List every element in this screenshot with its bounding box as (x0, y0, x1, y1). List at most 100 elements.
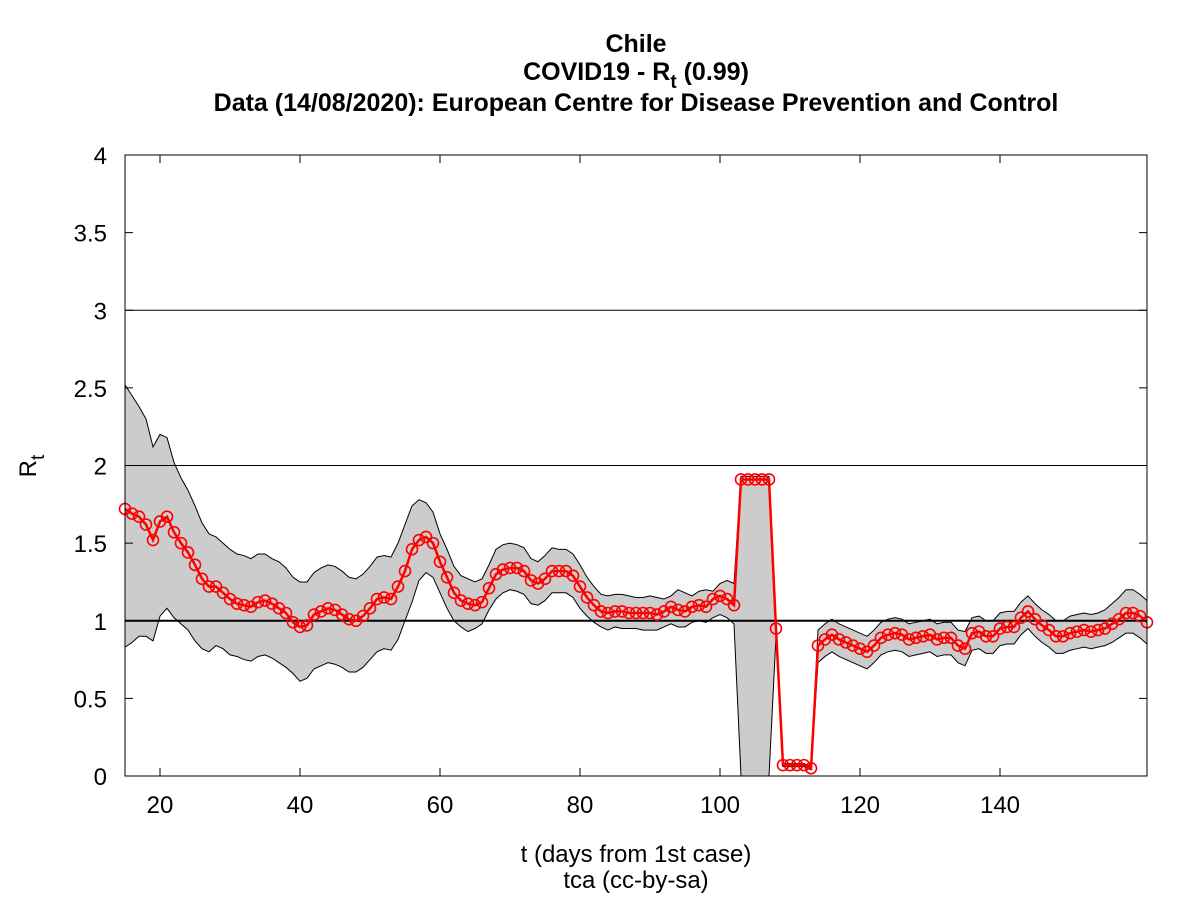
data-point (1112, 612, 1126, 626)
data-point (846, 639, 860, 652)
data-point (524, 574, 538, 587)
data-point (1063, 626, 1077, 640)
data-point (762, 473, 776, 486)
data-point (671, 603, 685, 617)
x-tick-label: 100 (700, 792, 740, 819)
data-point (370, 592, 384, 606)
chart-title: Chile (605, 30, 666, 58)
data-point (1133, 609, 1147, 623)
data-point (566, 569, 580, 583)
data-point (440, 570, 454, 584)
data-point (307, 608, 321, 621)
data-point (755, 473, 769, 486)
data-point (391, 580, 405, 593)
data-point (979, 629, 993, 643)
data-point (503, 561, 517, 575)
data-point (216, 586, 230, 600)
data-point (251, 595, 265, 609)
data-point (363, 602, 377, 615)
data-point (1056, 629, 1070, 643)
y-tick-label: 1.5 (74, 531, 107, 558)
data-point (797, 758, 811, 772)
confidence-band (125, 384, 1147, 776)
y-tick-label: 2 (94, 454, 107, 481)
data-point (636, 606, 650, 620)
data-point (482, 581, 496, 595)
data-point (342, 612, 356, 626)
data-point (916, 629, 930, 643)
data-point (629, 606, 643, 620)
data-point (545, 564, 559, 578)
data-point (839, 636, 853, 649)
credit: tca (cc-by-sa) (563, 867, 708, 894)
data-point (608, 605, 622, 618)
data-point (601, 606, 615, 620)
data-point (860, 645, 874, 659)
data-point (937, 631, 951, 645)
data-point (986, 629, 1000, 643)
data-point (783, 758, 797, 772)
data-point (552, 564, 566, 578)
data-point (874, 631, 888, 645)
band-upper-edge (124, 384, 1148, 768)
data-point (699, 600, 713, 614)
y-tick-label: 4 (94, 143, 107, 170)
data-point (622, 606, 636, 620)
data-point (930, 633, 944, 646)
data-point (790, 758, 804, 772)
x-tick-label: 120 (840, 792, 880, 819)
data-point (1049, 629, 1063, 643)
x-tick-label: 140 (980, 792, 1020, 819)
data-point (167, 525, 181, 539)
data-point (468, 598, 482, 612)
y-tick-label: 0.5 (74, 686, 107, 713)
data-point (958, 642, 972, 655)
data-point (321, 602, 335, 615)
data-point (300, 619, 314, 632)
data-point (230, 597, 244, 610)
data-point (538, 572, 552, 586)
data-point (398, 564, 412, 578)
data-point (769, 622, 783, 635)
data-point (965, 626, 979, 640)
data-point (1042, 623, 1056, 637)
y-label-main: R (15, 460, 42, 477)
data-point (279, 606, 293, 620)
band-lower-edge (124, 571, 1148, 777)
x-axis-label: t (days from 1st case) (521, 841, 752, 868)
y-tick-label: 2.5 (74, 376, 107, 403)
data-point (1007, 620, 1021, 634)
data-point (258, 594, 272, 607)
data-point (146, 533, 160, 547)
data-point (461, 597, 475, 610)
data-point (951, 639, 965, 652)
data-point (944, 631, 958, 645)
data-point (181, 546, 195, 559)
subtitle-suffix: (0.99) (677, 58, 749, 86)
data-point (132, 510, 146, 524)
data-point (454, 594, 468, 607)
y-tick-label: 1 (94, 609, 107, 636)
data-point (713, 589, 727, 603)
data-point (1028, 612, 1042, 626)
chart-source: Data (14/08/2020): European Centre for D… (214, 89, 1059, 117)
data-point (202, 580, 216, 593)
data-point (909, 631, 923, 645)
data-point (188, 558, 202, 572)
data-point (804, 761, 818, 775)
data-point (741, 473, 755, 486)
y-tick-label: 0 (94, 764, 107, 791)
data-point (1021, 605, 1035, 618)
y-label-sub: t (28, 454, 49, 460)
data-point (412, 533, 426, 547)
data-point (1126, 606, 1140, 620)
data-point (237, 598, 251, 612)
data-point (734, 473, 748, 486)
data-point (433, 555, 447, 569)
data-point (139, 518, 153, 531)
data-point (1014, 611, 1028, 624)
data-point (314, 605, 328, 618)
y-tick-label: 3 (94, 298, 107, 325)
data-point (853, 642, 867, 655)
